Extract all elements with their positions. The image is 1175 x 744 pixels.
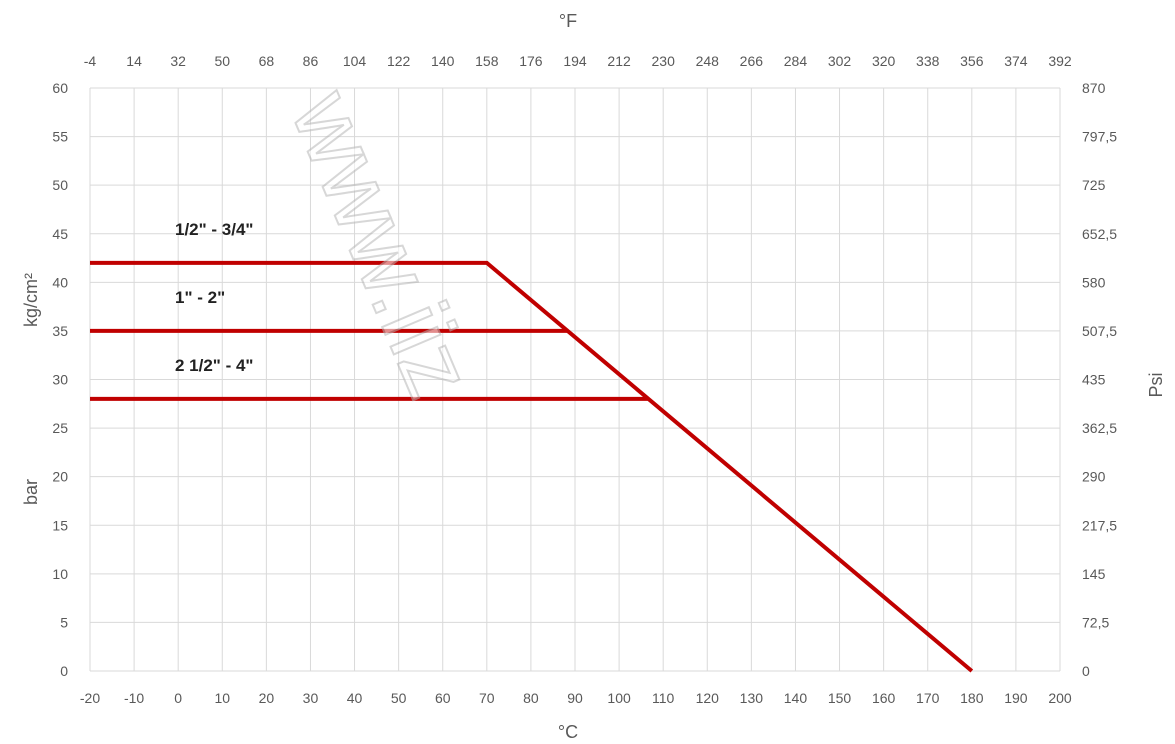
x-bottom-tick-label: 140 [784,690,808,706]
chart-grid [89,87,1061,672]
x-bottom-tick-label: 180 [960,690,984,706]
y-right-tick-label: 507,5 [1082,323,1117,339]
x-top-tick-label: 122 [387,53,411,69]
x-axis-top-title: °F [559,11,577,31]
x-top-tick-label: 68 [259,53,275,69]
x-bottom-tick-label: 70 [479,690,495,706]
x-bottom-tick-label: -10 [124,690,144,706]
series-lines [90,260,974,673]
y-left-tick-label: 35 [52,323,68,339]
y-right-tick-label: 217,5 [1082,517,1117,533]
x-top-tick-label: 266 [740,53,764,69]
x-bottom-tick-label: 100 [607,690,631,706]
x-bottom-tick-label: 190 [1004,690,1028,706]
x-top-tick-label: 158 [475,53,499,69]
y-left-tick-label: 10 [52,566,68,582]
x-top-tick-label: 212 [607,53,631,69]
y-right-tick-label: 797,5 [1082,129,1117,145]
x-top-tick-label: 50 [214,53,230,69]
x-axis-top-ticks: -4 14 32 50 68 86 104 122 140 158 176 194 212 230 248 2… [84,53,1072,69]
y-left-tick-label: 45 [52,226,68,242]
y-left-tick-label: 55 [52,129,68,145]
x-top-tick-label: 194 [563,53,587,69]
series-labels: 1/2" - 3/4" 1" - 2" 2 1/2" - 4" [175,220,254,375]
x-top-tick-label: 230 [652,53,676,69]
series-label: 2 1/2" - 4" [175,356,254,375]
x-top-tick-label: 392 [1048,53,1072,69]
x-bottom-tick-label: 110 [652,690,675,706]
x-bottom-tick-label: 10 [214,690,230,706]
y-left-tick-label: 5 [60,614,68,630]
x-bottom-tick-label: 0 [174,690,182,706]
y-axis-left-title-bottom: bar [21,479,41,505]
y-right-tick-label: 652,5 [1082,226,1117,242]
x-top-tick-label: 374 [1004,53,1028,69]
watermark: www.iiz [270,75,494,412]
x-top-tick-label: 104 [343,53,367,69]
y-left-tick-label: 40 [52,274,68,290]
x-bottom-tick-label: 80 [523,690,539,706]
y-left-tick-label: 50 [52,177,68,193]
x-bottom-tick-label: 120 [696,690,720,706]
x-bottom-tick-label: 50 [391,690,407,706]
x-bottom-tick-label: -20 [80,690,100,706]
x-bottom-tick-label: 60 [435,690,451,706]
y-right-tick-label: 72,5 [1082,614,1109,630]
x-bottom-tick-label: 170 [916,690,940,706]
y-right-tick-label: 0 [1082,663,1090,679]
x-bottom-tick-label: 30 [303,690,319,706]
x-axis-bottom-title: °C [558,722,578,742]
y-left-tick-label: 0 [60,663,68,679]
x-top-tick-label: 86 [303,53,319,69]
x-bottom-tick-label: 160 [872,690,896,706]
y-left-tick-label: 30 [52,372,68,388]
x-top-tick-label: -4 [84,53,97,69]
x-axis-bottom-ticks: -20 -10 0 10 20 30 40 50 60 70 80 90 100 110 120 130 140… [80,690,1072,706]
x-top-tick-label: 338 [916,53,940,69]
x-top-tick-label: 14 [126,53,142,69]
y-right-tick-label: 290 [1082,469,1106,485]
y-right-tick-label: 362,5 [1082,420,1117,436]
x-bottom-tick-label: 130 [740,690,764,706]
y-right-tick-label: 580 [1082,274,1106,290]
x-bottom-tick-label: 150 [828,690,852,706]
series-line [90,260,974,673]
x-top-tick-label: 320 [872,53,896,69]
y-axis-left-ticks: 0 5 10 15 20 25 30 35 40 45 50 55 60 [52,80,68,679]
x-top-tick-label: 140 [431,53,455,69]
y-left-tick-label: 15 [52,517,68,533]
series-label: 1" - 2" [175,288,225,307]
y-right-tick-label: 435 [1082,372,1106,388]
y-axis-right-ticks: 0 72,5 145 217,5 290 362,5 435 507,5 580 652,5 725… [1082,80,1117,679]
series-label: 1/2" - 3/4" [175,220,254,239]
y-axis-right-title: Psi [1146,372,1166,397]
x-bottom-tick-label: 40 [347,690,363,706]
y-right-tick-label: 870 [1082,80,1106,96]
x-bottom-tick-label: 20 [259,690,275,706]
x-top-tick-label: 302 [828,53,852,69]
y-right-tick-label: 725 [1082,177,1106,193]
x-top-tick-label: 248 [696,53,720,69]
x-top-tick-label: 32 [170,53,186,69]
x-top-tick-label: 356 [960,53,984,69]
x-bottom-tick-label: 200 [1048,690,1072,706]
y-left-tick-label: 25 [52,420,68,436]
y-right-tick-label: 145 [1082,566,1106,582]
y-axis-left-title-top: kg/cm² [21,273,41,327]
y-left-tick-label: 60 [52,80,68,96]
y-left-tick-label: 20 [52,469,68,485]
x-bottom-tick-label: 90 [567,690,583,706]
x-top-tick-label: 284 [784,53,808,69]
x-top-tick-label: 176 [519,53,543,69]
